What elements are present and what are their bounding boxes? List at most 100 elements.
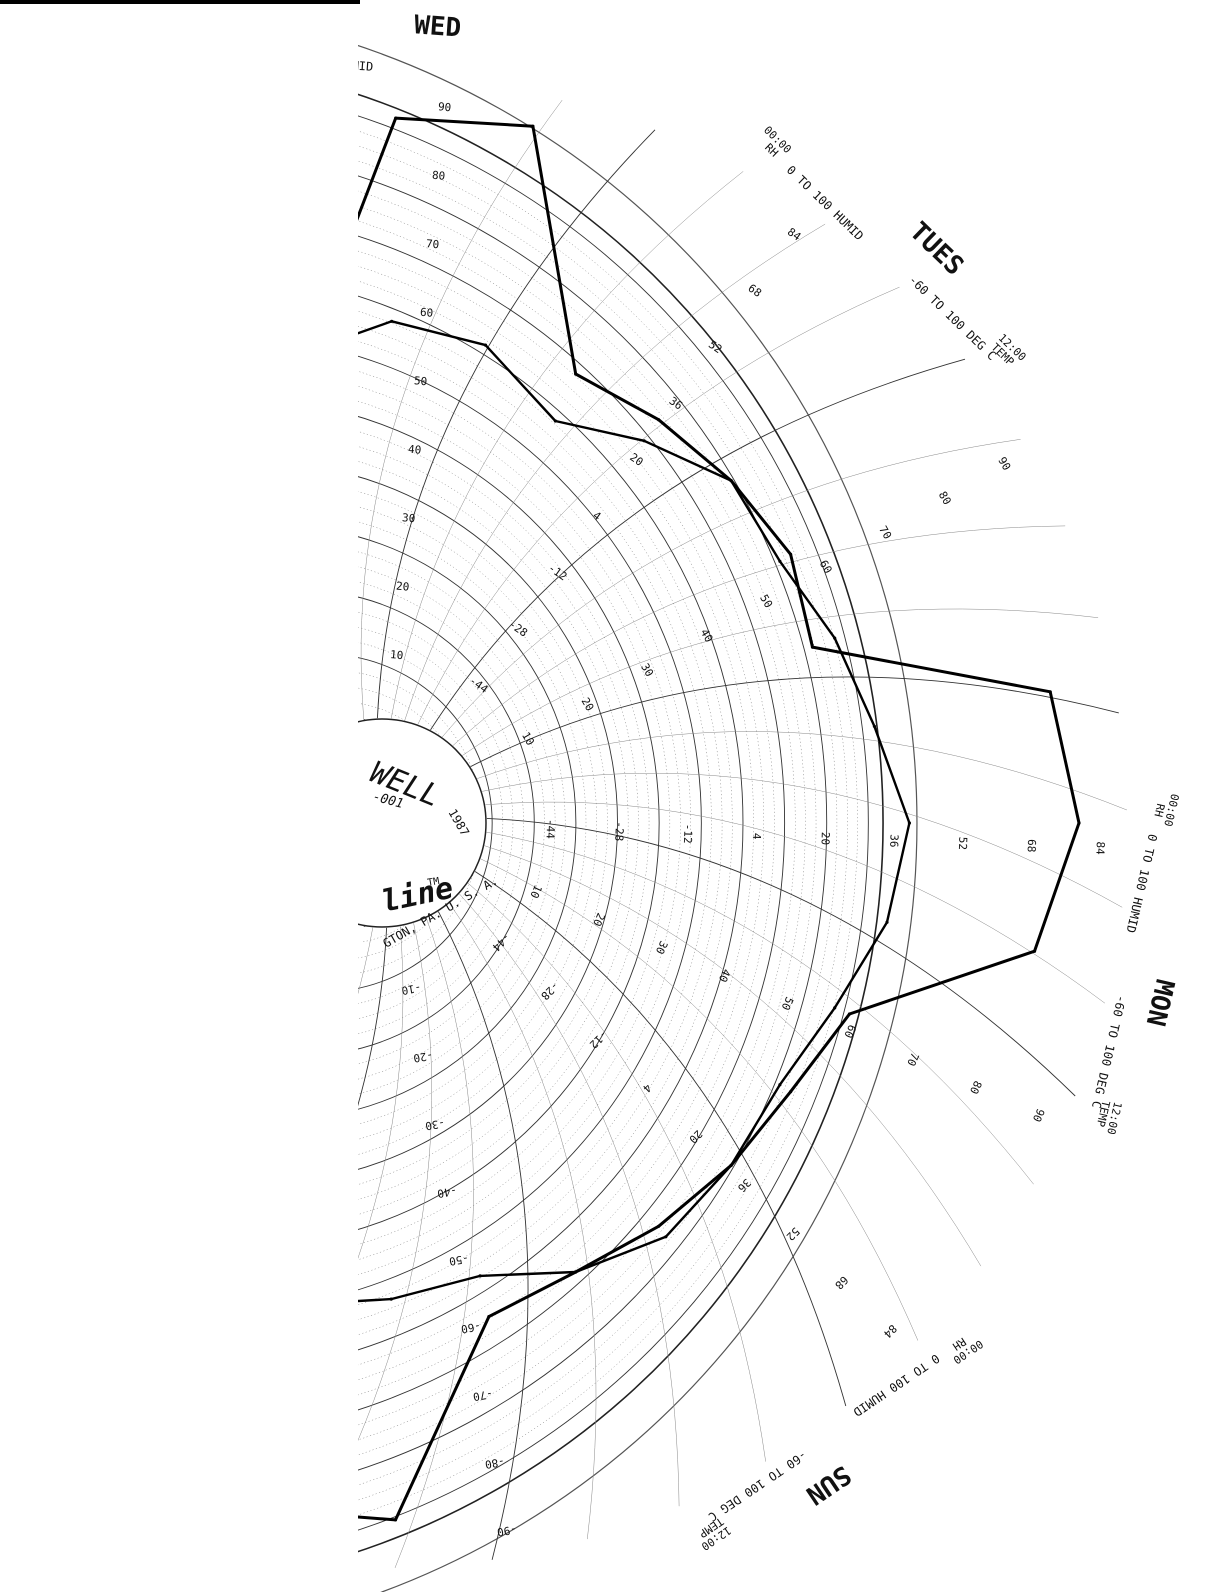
grid-ring <box>333 546 566 1100</box>
rh-label: RH <box>950 1335 968 1353</box>
temp-tick-label: 68 <box>832 1273 851 1292</box>
rh-tick-label: 80 <box>936 489 954 507</box>
rh-tick-label: -50 <box>448 1252 470 1268</box>
grid-ring <box>274 214 786 1432</box>
time-arc <box>485 801 1106 1004</box>
temp-tick-label: 20 <box>686 1127 705 1146</box>
time-arc <box>404 223 826 721</box>
rh-label: RH <box>1151 802 1167 818</box>
temp-tick-label: -12 <box>546 561 570 583</box>
rh-tick-label: 60 <box>419 306 433 320</box>
time-arc <box>482 772 1123 908</box>
temp-tick-label: 36 <box>667 394 685 412</box>
series-point <box>531 124 535 128</box>
series-point <box>393 1518 398 1522</box>
series-point <box>657 1224 661 1228</box>
grid-ring <box>269 183 806 1463</box>
series-point <box>1032 949 1037 953</box>
rh-tick-label: 40 <box>716 967 733 984</box>
series-point <box>729 479 733 483</box>
series-point <box>478 1274 482 1278</box>
rh-tick-label: 50 <box>757 592 775 610</box>
temp-tick-label: 4 <box>640 1081 654 1095</box>
rh-tick-label: 10 <box>527 883 544 900</box>
grid-ring <box>330 530 577 1116</box>
series-point <box>664 1235 668 1239</box>
rh-tick-label: 50 <box>779 995 796 1012</box>
rh-tick-label: -90 <box>496 1522 518 1538</box>
time-arc <box>467 883 766 1462</box>
rh-tick-label: 80 <box>431 169 445 183</box>
time-arc <box>430 358 966 731</box>
series-point <box>810 645 815 649</box>
scan-left-margin <box>0 0 358 1592</box>
rh-tick-label: -70 <box>472 1387 494 1403</box>
time-arc <box>474 871 847 1407</box>
grid-ring <box>260 136 838 1510</box>
grid-ring <box>297 340 702 1306</box>
series-point <box>907 821 912 825</box>
time-arc <box>417 286 900 725</box>
temp-tick-label: 84 <box>785 225 804 243</box>
rh-tick-label: 60 <box>841 1023 858 1040</box>
series-point <box>389 1297 393 1301</box>
grid-ring <box>277 230 775 1416</box>
time-arc <box>360 99 563 720</box>
temp-tick-label: 4 <box>590 509 603 524</box>
rh-tick-label: 20 <box>578 695 596 713</box>
scan-top-edge <box>0 0 360 4</box>
temp-tick-label: 20 <box>818 832 831 846</box>
time-arc <box>459 893 680 1507</box>
temp-tick-label: -28 <box>612 821 626 841</box>
temp-tick-label: -44 <box>467 674 491 696</box>
grid-ring <box>263 151 828 1495</box>
rh-tick-label: 40 <box>698 627 716 645</box>
temp-tick-label: 20 <box>627 451 645 469</box>
temp-tick-label: -44 <box>544 819 558 840</box>
grid-ring <box>352 656 493 990</box>
rh-tick-label: -80 <box>484 1455 506 1471</box>
rh-tick-label: 90 <box>995 455 1013 473</box>
rh-tick-label: -60 <box>460 1319 482 1335</box>
temp-tick-label: 84 <box>881 1322 900 1341</box>
temp-tick-label: -28 <box>538 979 561 1002</box>
grid-ring <box>344 609 524 1037</box>
series-point <box>885 920 889 924</box>
series-point <box>789 552 793 556</box>
temp-tick-label: 4 <box>750 833 763 840</box>
series-point <box>657 418 661 422</box>
time-arc <box>390 171 744 719</box>
temp-tick-label: 36 <box>887 834 900 848</box>
series-point <box>390 319 394 323</box>
day-label: MON <box>1140 976 1180 1029</box>
rh-tick-label: -40 <box>436 1184 458 1200</box>
rh-range-label: 0 TO 100 HUMID <box>850 1351 942 1419</box>
chart-rim <box>248 65 884 1581</box>
grid-ring <box>305 388 670 1258</box>
grid-ring <box>316 451 629 1195</box>
temp-tick-label: 68 <box>746 282 764 300</box>
rh-tick-label: 10 <box>390 648 404 662</box>
rh-tick-label: 10 <box>519 730 537 748</box>
grid-ring <box>302 372 681 1274</box>
time-arc <box>480 858 919 1341</box>
grid-ring <box>319 467 618 1179</box>
time-arc <box>376 129 656 719</box>
rh-tick-label: 30 <box>402 511 416 525</box>
series-point <box>487 1315 491 1319</box>
temp-tick-label: -12 <box>587 1028 610 1051</box>
rh-tick-label: 50 <box>413 374 427 388</box>
grid-ring <box>327 514 587 1132</box>
series-point <box>1077 821 1081 825</box>
time-arc <box>486 831 1034 1185</box>
series-point <box>483 343 488 347</box>
rh-range-label: 0 TO 100 HUMID <box>1123 833 1159 935</box>
time-arc <box>462 608 1099 756</box>
rh-tick-label: 20 <box>590 911 607 928</box>
temp-tick-label: 36 <box>735 1176 754 1195</box>
temp-range-label: -60 TO 100 DEG C <box>906 273 999 363</box>
rh-tick-label: 30 <box>638 661 656 679</box>
rh-tick-label: 40 <box>408 443 422 457</box>
